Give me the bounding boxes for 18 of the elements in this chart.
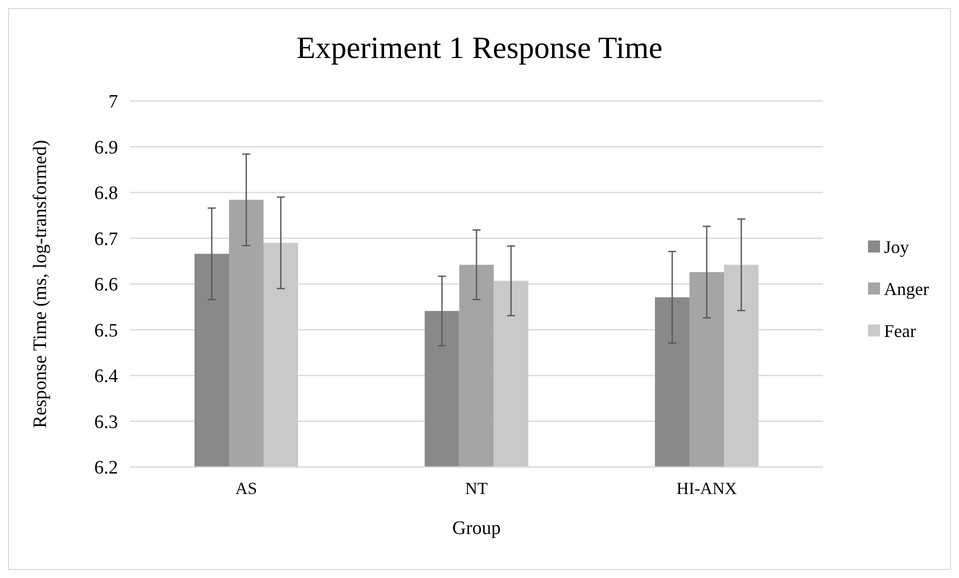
x-tick-label: NT	[465, 479, 488, 498]
y-tick-label: 7	[108, 92, 118, 113]
y-tick-label: 6.5	[94, 320, 118, 342]
x-tick-label: AS	[235, 479, 258, 498]
x-tick-label: HI-ANX	[676, 479, 737, 498]
y-tick-label: 6.3	[94, 412, 118, 433]
chart-title: Experiment 1 Response Time	[296, 30, 662, 65]
legend-label: Fear	[884, 320, 916, 341]
y-tick-label: 6.9	[94, 137, 118, 158]
y-tick-label: 6.2	[94, 458, 118, 479]
y-axis-title: Response Time (ms, log-transformed)	[30, 140, 51, 428]
y-tick-label: 6.4	[94, 366, 118, 388]
legend-label: Joy	[884, 236, 910, 257]
y-tick-label: 6.7	[94, 228, 118, 250]
x-axis-title: Group	[452, 518, 501, 539]
legend-label: Anger	[884, 278, 929, 299]
y-tick-label: 6.6	[94, 274, 118, 296]
y-tick-label: 6.8	[94, 183, 118, 204]
